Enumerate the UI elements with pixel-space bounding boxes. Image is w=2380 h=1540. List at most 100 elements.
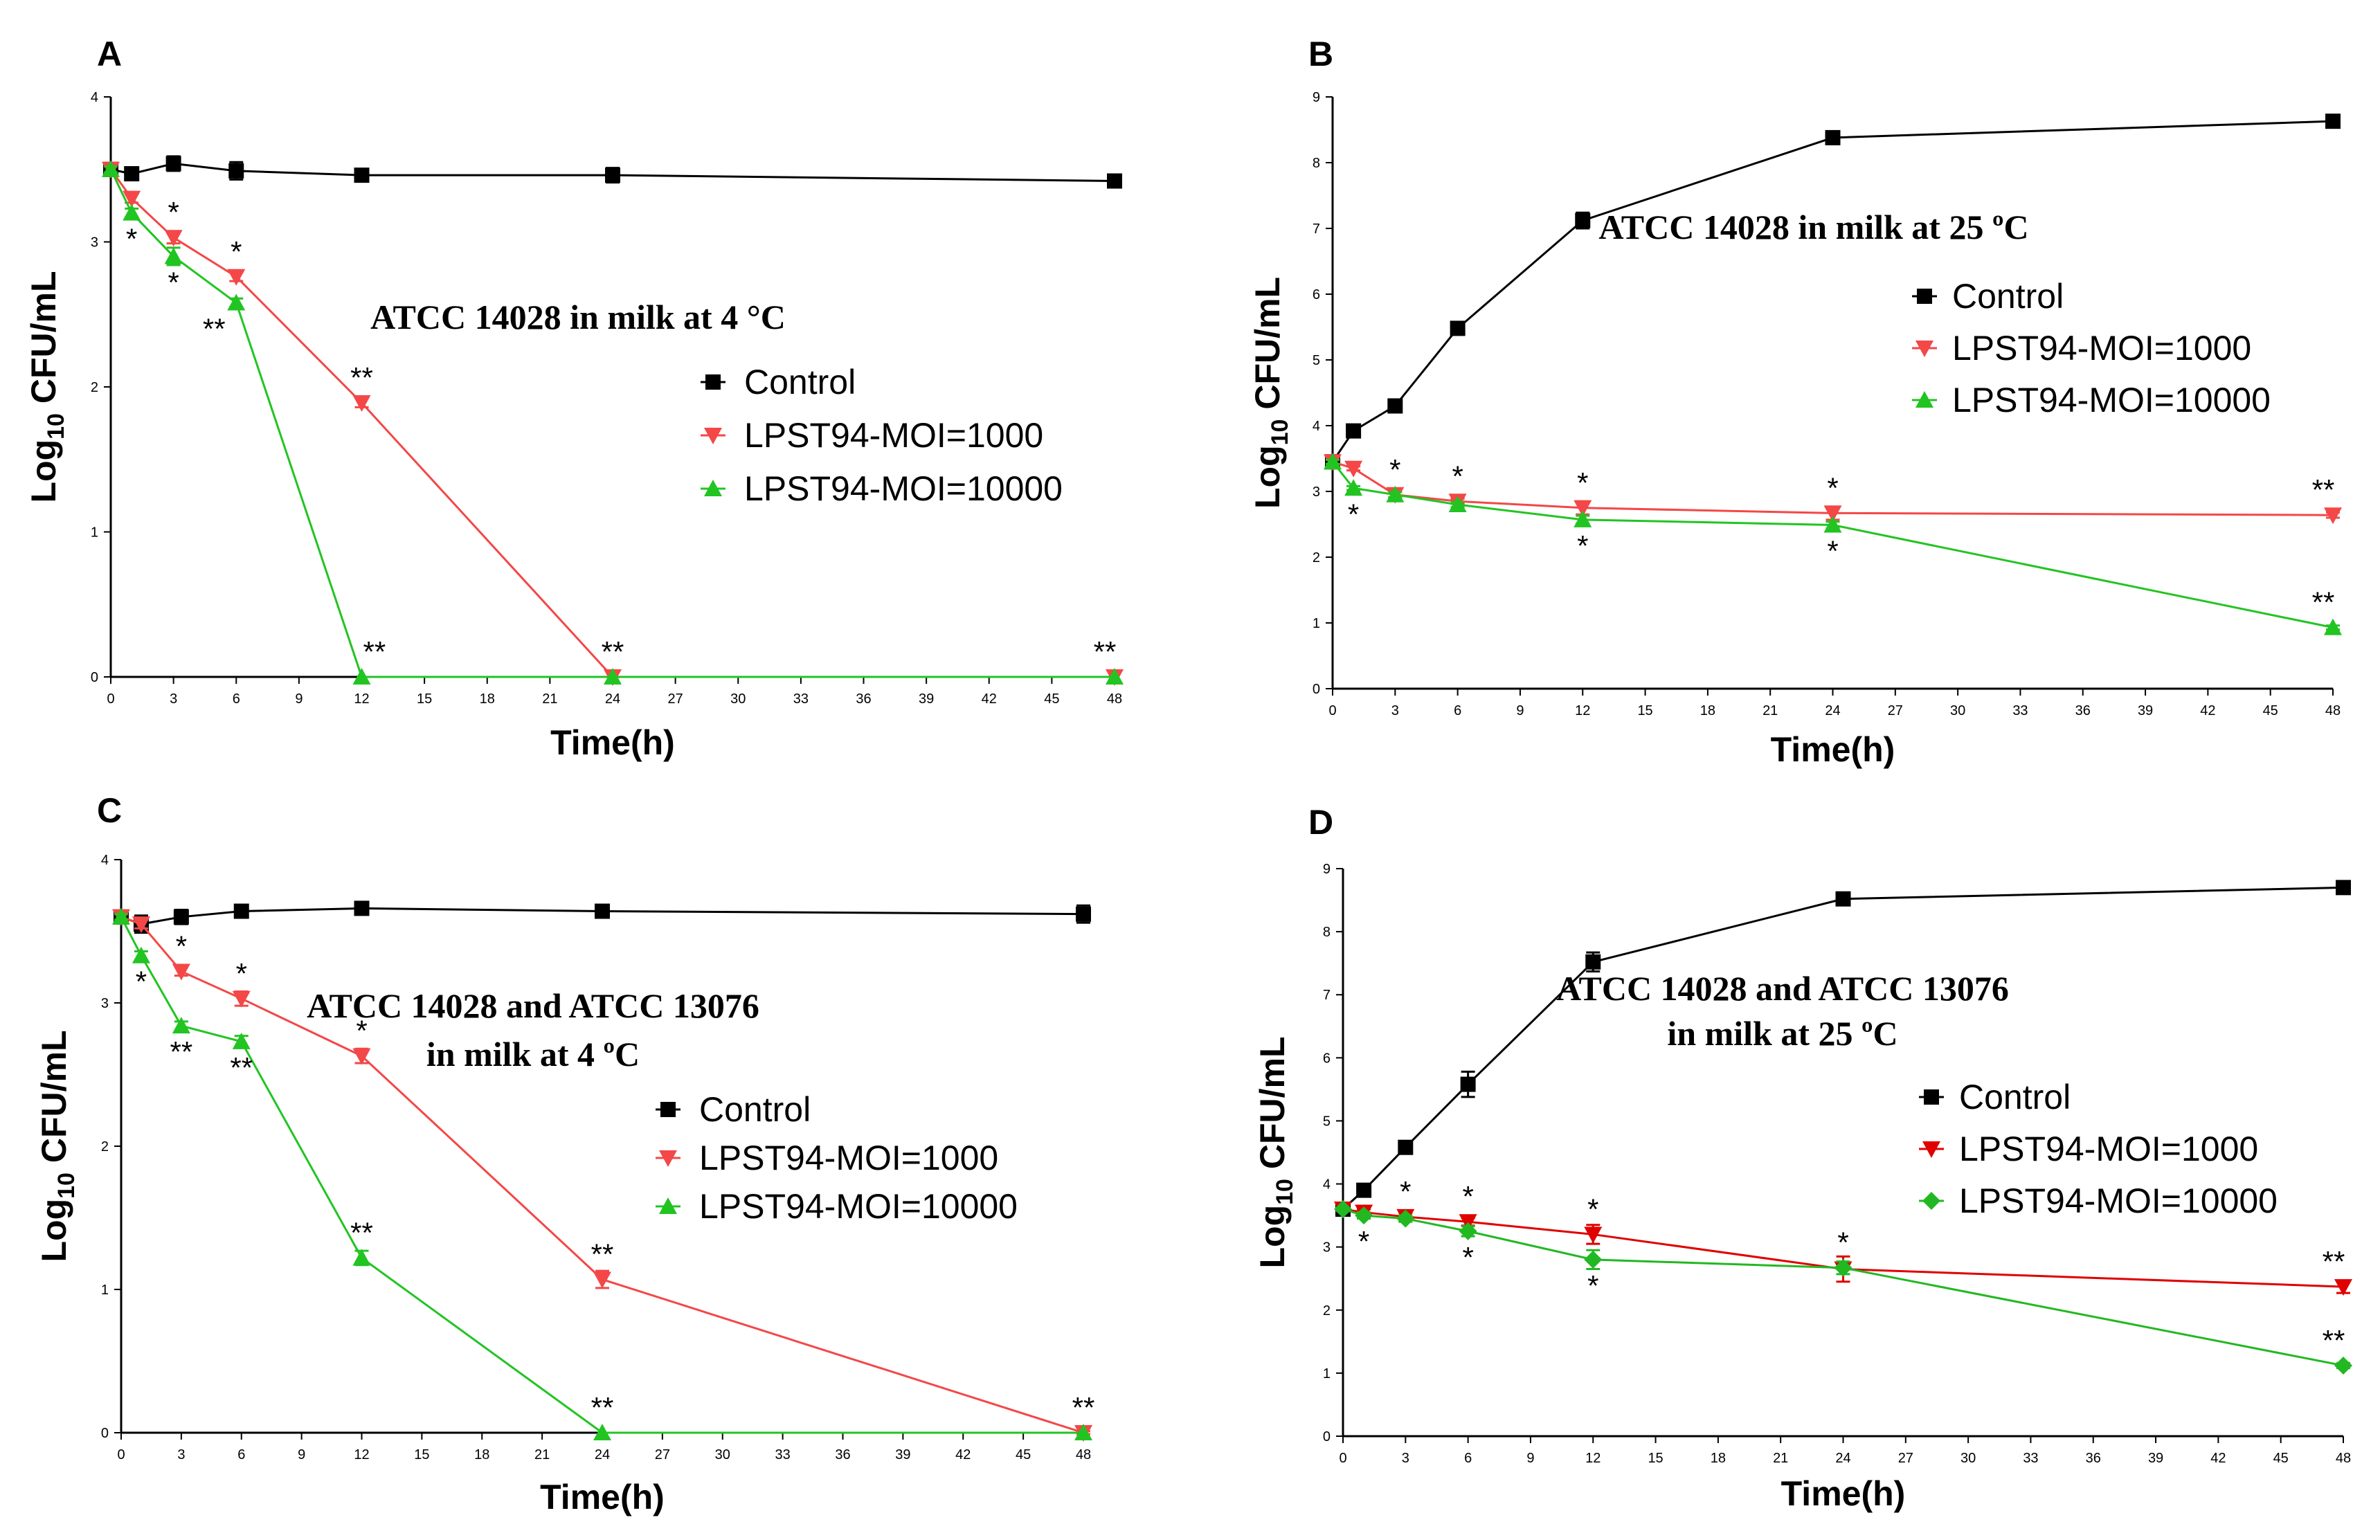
data-point xyxy=(352,1249,371,1266)
significance-mark: * xyxy=(1587,1269,1598,1302)
legend-label: Control xyxy=(1959,1078,2071,1116)
y-axis-title: Log10 CFU/mL xyxy=(1253,1036,1298,1268)
data-point xyxy=(232,1032,251,1049)
y-tick-label: 2 xyxy=(1313,550,1320,565)
data-point xyxy=(228,163,244,179)
data-point xyxy=(1107,173,1122,189)
y-tick-label: 7 xyxy=(1313,221,1320,237)
data-point xyxy=(1450,320,1466,336)
significance-mark: * xyxy=(168,266,179,298)
y-tick-label: 0 xyxy=(1323,1429,1331,1444)
significance-mark: * xyxy=(1577,466,1588,499)
x-tick-label: 33 xyxy=(2012,703,2028,718)
data-point xyxy=(164,247,183,264)
data-point xyxy=(1584,1250,1603,1269)
significance-mark: ** xyxy=(203,312,226,345)
legend-label: Control xyxy=(699,1090,811,1129)
x-tick-label: 48 xyxy=(1107,691,1122,707)
legend-marker xyxy=(1922,1192,1940,1210)
x-tick-label: 9 xyxy=(1516,703,1524,718)
data-point xyxy=(227,269,246,286)
x-tick-label: 12 xyxy=(354,691,369,707)
x-tick-label: 45 xyxy=(1044,691,1059,707)
x-tick-label: 30 xyxy=(1950,703,1965,718)
significance-mark: * xyxy=(1400,1175,1411,1208)
data-point xyxy=(164,230,183,247)
significance-mark: * xyxy=(356,1015,367,1047)
data-point xyxy=(1460,1076,1476,1092)
data-point xyxy=(172,963,190,981)
y-tick-label: 3 xyxy=(91,235,98,251)
legend-marker xyxy=(1917,289,1932,304)
x-tick-label: 6 xyxy=(237,1447,245,1462)
panel-letter: A xyxy=(97,35,122,73)
x-axis-title: Time(h) xyxy=(550,723,675,762)
data-point xyxy=(1823,516,1842,533)
data-point xyxy=(1398,1139,1414,1155)
significance-mark: * xyxy=(1827,471,1838,504)
x-tick-label: 42 xyxy=(2200,703,2215,718)
x-tick-label: 15 xyxy=(417,691,432,707)
x-tick-label: 18 xyxy=(474,1447,489,1462)
chart-title-line: in milk at 4 ºC xyxy=(426,1035,640,1074)
legend-marker xyxy=(659,1197,677,1214)
data-point xyxy=(1574,510,1592,527)
data-point xyxy=(1356,1182,1372,1198)
x-tick-label: 24 xyxy=(605,691,620,707)
y-tick-label: 9 xyxy=(1323,862,1331,877)
x-tick-label: 24 xyxy=(1835,1451,1850,1466)
y-axis-title: Log10 CFU/mL xyxy=(24,271,69,502)
chart-title-line: ATCC 14028 and ATCC 13076 xyxy=(1556,969,2009,1008)
data-point xyxy=(352,1048,371,1065)
legend-label: LPST94-MOI=1000 xyxy=(699,1139,998,1177)
data-point xyxy=(593,1424,611,1440)
x-tick-label: 24 xyxy=(1825,703,1840,718)
x-tick-label: 15 xyxy=(1648,1451,1663,1466)
x-tick-label: 18 xyxy=(1711,1451,1726,1466)
significance-mark: * xyxy=(231,235,242,268)
x-tick-label: 3 xyxy=(170,691,177,707)
data-point xyxy=(1448,496,1467,512)
y-tick-label: 4 xyxy=(1323,1177,1331,1193)
x-axis-title: Time(h) xyxy=(540,1478,665,1516)
y-tick-label: 4 xyxy=(1313,419,1320,434)
data-point xyxy=(1575,212,1591,228)
data-point xyxy=(2324,507,2342,525)
panel-b: B0 3 6 9 12 15 18 21 24 27 30 33 36 39 42 45 48012345678… xyxy=(1248,35,2342,769)
data-point xyxy=(1106,668,1124,685)
data-point xyxy=(1386,485,1405,502)
y-axis-title: Log10 CFU/mL xyxy=(35,1030,80,1262)
data-point xyxy=(132,916,150,934)
significance-mark: ** xyxy=(2312,473,2335,506)
y-axis-title-subscript: 10 xyxy=(43,413,69,440)
significance-mark: * xyxy=(1837,1226,1848,1259)
y-axis-title-unit: CFU/mL xyxy=(24,271,63,413)
x-tick-label: 45 xyxy=(2273,1451,2289,1466)
x-tick-label: 21 xyxy=(1773,1451,1788,1466)
significance-mark: ** xyxy=(350,361,373,394)
y-tick-label: 1 xyxy=(91,525,98,541)
legend-label: LPST94-MOI=10000 xyxy=(699,1187,1018,1226)
significance-mark: ** xyxy=(230,1051,253,1084)
data-point xyxy=(2334,1356,2352,1375)
significance-mark: * xyxy=(1358,1225,1369,1258)
x-tick-label: 9 xyxy=(295,691,303,707)
x-tick-label: 15 xyxy=(414,1447,429,1462)
data-point xyxy=(172,1017,190,1034)
significance-mark: ** xyxy=(363,635,386,668)
data-point xyxy=(1574,500,1592,517)
series-control xyxy=(114,900,1091,934)
significance-mark: * xyxy=(1462,1241,1473,1274)
x-tick-label: 21 xyxy=(534,1447,550,1462)
series-lpst94-moi-10000 xyxy=(112,907,1092,1440)
y-tick-label: 3 xyxy=(1313,484,1320,500)
significance-mark: ** xyxy=(1072,1391,1095,1424)
y-tick-label: 1 xyxy=(1323,1366,1331,1382)
data-point xyxy=(1825,129,1841,145)
x-tick-label: 3 xyxy=(1391,703,1399,718)
legend-marker xyxy=(1915,391,1933,408)
legend-label: LPST94-MOI=10000 xyxy=(1959,1181,2278,1220)
x-tick-label: 39 xyxy=(919,691,934,707)
y-axis-title-log: Log xyxy=(24,440,63,503)
y-tick-label: 2 xyxy=(101,1139,109,1154)
